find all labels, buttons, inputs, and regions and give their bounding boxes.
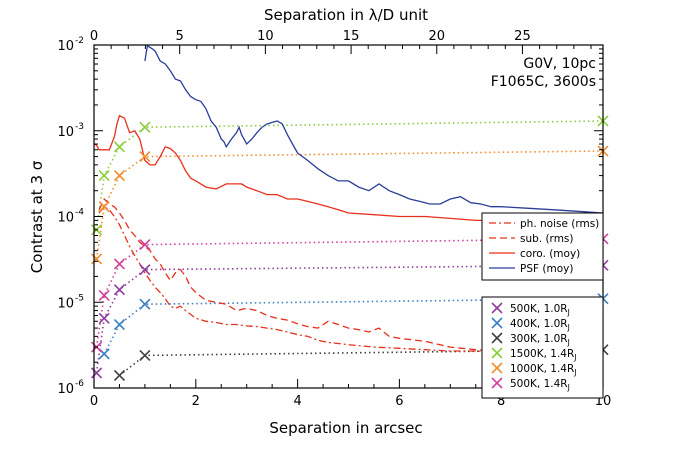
planet-marker-5-1 [98, 289, 110, 302]
legend-planet-marker-1 [491, 317, 503, 329]
top-x-tick-label: 10 [257, 29, 274, 44]
legend-planet-marker-4 [491, 362, 503, 374]
x-axis-title: Separation in arcsec [269, 419, 422, 437]
x-tick-label: 2 [192, 394, 200, 409]
x-tick-label: 4 [293, 394, 301, 409]
planet-marker-4-1 [98, 201, 110, 213]
legend-planet-label: 1500K, 1.4RJ [510, 348, 577, 362]
planet-marker-2-0 [113, 369, 126, 382]
y-axis-title: Contrast at 3 σ [28, 160, 46, 273]
top-x-tick-label: 15 [343, 29, 360, 44]
x-tick-label: 0 [90, 394, 98, 409]
planet-marker-4-3 [139, 150, 151, 163]
planet-marker-3-2 [113, 141, 126, 153]
legend-label: sub. (rms) [520, 233, 574, 245]
legend-planet-label: 1000K, 1.4RJ [510, 363, 577, 377]
legend-planets-box [481, 296, 604, 399]
x-tick-label: 8 [497, 394, 505, 409]
y-tick-label: 10 [57, 211, 74, 226]
y-tick-label: 10 [57, 125, 74, 140]
annotation-line-1: G0V, 10pc [523, 56, 596, 72]
legend-label: coro. (moy) [520, 248, 580, 260]
planet-marker-0-2 [113, 284, 126, 296]
top-x-tick-label: 0 [90, 29, 98, 44]
plot-area [94, 45, 603, 377]
legend-label: PSF (moy) [520, 263, 573, 275]
top-x-tick-label: 25 [514, 29, 531, 44]
top-x-tick-label: 5 [176, 29, 184, 44]
y-tick-exponent: -5 [75, 293, 84, 303]
planet-marker-2-1 [139, 349, 151, 361]
legend-planet-marker-2 [491, 332, 503, 344]
planet-marker-3-3 [139, 121, 151, 133]
series-line-2 [98, 197, 603, 355]
plot-layer [90, 45, 609, 382]
y-tick-label: 10 [57, 39, 74, 54]
series-line-3 [98, 205, 603, 355]
legend-planet-label: 400K, 1.0RJ [510, 318, 570, 332]
legend-planet-marker-3 [491, 347, 503, 359]
planet-marker-3-1 [98, 170, 110, 182]
series-line-0 [144, 45, 603, 214]
y-tick-exponent: -4 [75, 208, 84, 218]
planet-marker-4-2 [113, 170, 126, 182]
planet-marker-0-0 [90, 367, 103, 379]
planet-marker-0-1 [98, 312, 110, 324]
legend-label: ph. noise (rms) [520, 218, 599, 230]
legend-curves: ph. noise (rms) sub. (rms) coro. (moy) PSF … [481, 212, 604, 281]
planet-curve-3 [95, 120, 603, 230]
legend-planet-marker-5 [491, 377, 503, 389]
legend-planet-label: 500K, 1.4RJ [510, 378, 570, 392]
planet-marker-4-0 [90, 253, 103, 265]
y-tick-exponent: -3 [75, 122, 84, 132]
y-tick-label: 10 [57, 382, 74, 397]
legend-planet-marker-0 [491, 302, 503, 314]
planet-curve-0 [95, 264, 603, 374]
top-x-tick-label: 20 [428, 29, 445, 44]
y-tick-exponent: -2 [75, 36, 84, 46]
x-tick-label: 6 [395, 394, 403, 409]
planet-marker-0-3 [139, 264, 151, 276]
y-tick-label: 10 [57, 296, 74, 311]
planet-marker-5-2 [113, 258, 126, 270]
top-x-axis-title: Separation in λ/D unit [264, 6, 428, 24]
series-line-1 [94, 114, 603, 226]
planet-marker-5-3 [139, 239, 151, 251]
y-tick-exponent: -6 [75, 379, 84, 389]
planet-marker-1-2 [139, 298, 151, 310]
legend-curves-box [481, 212, 604, 281]
legend-planet-label: 300K, 1.0RJ [510, 333, 570, 347]
planet-marker-1-1 [113, 318, 126, 331]
legend-planet-label: 500K, 1.0RJ [510, 303, 570, 317]
annotation-line-2: F1065C, 3600s [491, 74, 596, 90]
